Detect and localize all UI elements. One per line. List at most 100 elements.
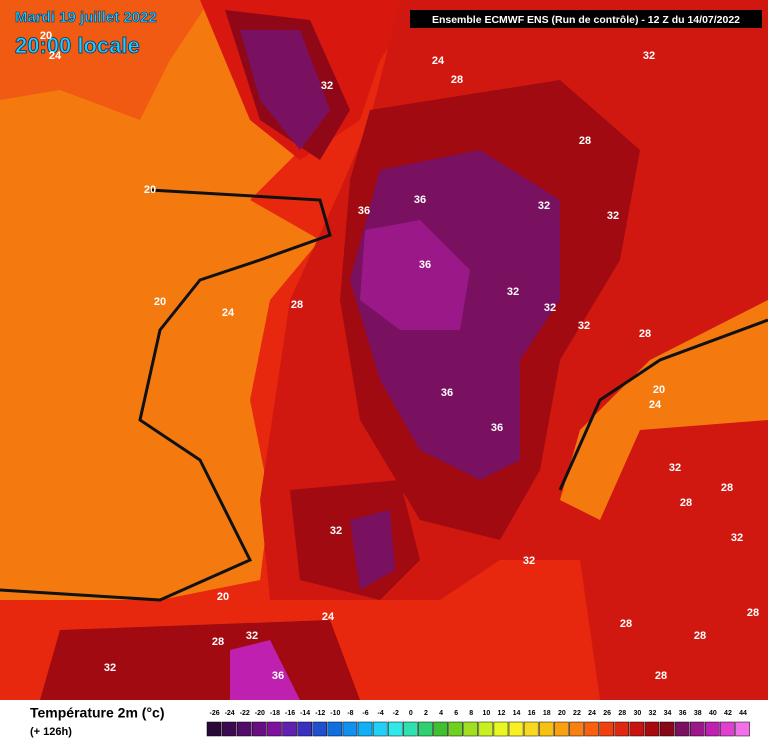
colorbar-tick: 42: [724, 710, 732, 717]
color-swatch: [403, 721, 418, 737]
color-swatch: [554, 721, 569, 737]
color-swatch: [327, 721, 343, 737]
color-swatch: [538, 721, 554, 737]
legend-subtitle: (+ 126h): [30, 726, 72, 738]
color-swatch: [705, 721, 720, 737]
color-swatch: [569, 721, 584, 737]
contour-label: 36: [272, 670, 284, 682]
colorbar-tick: 16: [528, 710, 536, 717]
colorbar-tick: 30: [633, 710, 641, 717]
contour-label: 20: [144, 184, 156, 196]
region: [350, 510, 395, 590]
contour-label: 28: [639, 328, 651, 340]
contour-label: 28: [747, 607, 759, 619]
model-banner: [410, 10, 762, 28]
color-swatch: [523, 721, 539, 737]
contour-label: 36: [419, 259, 431, 271]
contour-label: 36: [414, 194, 426, 206]
contour-label: 32: [507, 286, 519, 298]
colorbar-tick: 22: [573, 710, 581, 717]
color-swatch: [720, 721, 735, 737]
contour-label: 24: [49, 50, 62, 62]
contour-label: 32: [104, 662, 116, 674]
coastline: [0, 188, 332, 602]
color-swatch: [599, 721, 614, 737]
contour-label: 32: [669, 462, 681, 474]
colorbar-tick: -26: [209, 710, 219, 717]
contour-label: 32: [538, 200, 550, 212]
model-info: Ensemble ECMWF ENS (Run de contrôle) - 1…: [432, 14, 740, 26]
color-swatch: [297, 721, 312, 737]
color-swatch: [689, 721, 705, 737]
contour-label: 20: [40, 30, 52, 42]
region: [360, 220, 470, 330]
color-swatch: [433, 721, 448, 737]
colorbar-tick: 38: [694, 710, 702, 717]
color-swatch: [508, 721, 524, 737]
region: [240, 30, 330, 150]
contour-label: 20: [653, 384, 665, 396]
colorbar-tick: 40: [709, 710, 717, 717]
contour-label: 24: [432, 55, 445, 67]
region: [230, 640, 300, 700]
colorbar-tick: 26: [603, 710, 611, 717]
colorbar-tick: -8: [347, 710, 353, 717]
contour-label: 32: [643, 50, 655, 62]
region: [40, 620, 360, 700]
contour-label: 24: [649, 399, 662, 411]
colorbar-tick: 34: [664, 710, 672, 717]
contour-label: 32: [607, 210, 619, 222]
contour-label: 20: [217, 591, 229, 603]
color-swatch: [614, 721, 630, 737]
colorbar-tick: 10: [482, 710, 490, 717]
colorbar-tick: 28: [618, 710, 626, 717]
colorbar-tick: 44: [739, 710, 747, 717]
color-swatch: [659, 721, 675, 737]
contour-label: 32: [578, 320, 590, 332]
color-swatch: [584, 721, 599, 737]
color-swatch: [221, 721, 237, 737]
colorbar-tick: 18: [543, 710, 551, 717]
color-swatch: [372, 721, 388, 737]
contour-label: 32: [544, 302, 556, 314]
contour-label: 28: [680, 497, 692, 509]
colorbar-tick: -18: [270, 710, 280, 717]
contour-label: 36: [441, 387, 453, 399]
colorbar-tick: 32: [649, 710, 657, 717]
colorbar-tick: -20: [255, 710, 265, 717]
contour-label: 28: [291, 299, 303, 311]
colorbar-tick: -2: [393, 710, 399, 717]
color-swatch: [282, 721, 297, 737]
color-swatch: [206, 721, 222, 737]
contour-label: 32: [523, 555, 535, 567]
color-swatch: [735, 721, 750, 737]
contour-label: 24: [222, 307, 235, 319]
color-swatch: [644, 721, 660, 737]
contour-label: 20: [154, 296, 166, 308]
colorbar-tick: -22: [240, 710, 250, 717]
color-swatch: [418, 721, 433, 737]
colorbar-tick: 12: [498, 710, 506, 717]
isotherm: [558, 318, 768, 491]
color-swatch: [387, 721, 403, 737]
color-swatch: [448, 721, 463, 737]
color-swatch: [236, 721, 252, 737]
ocean-warm: [0, 0, 380, 600]
colorbar-tick: -14: [300, 710, 310, 717]
contour-label: 28: [721, 482, 733, 494]
contour-label: 28: [579, 135, 591, 147]
color-swatch: [478, 721, 494, 737]
colorbar-tick: 2: [424, 710, 428, 717]
colorbar-tick: -16: [285, 710, 295, 717]
color-swatch: [342, 721, 358, 737]
contour-label: 28: [212, 636, 224, 648]
contour-label: 32: [330, 525, 342, 537]
colorbar-tick: 0: [409, 710, 413, 717]
color-swatch: [267, 721, 282, 737]
contour-label: 36: [358, 205, 370, 217]
date: Mardi 19 juillet 2022: [15, 9, 157, 26]
colorbar-tick: 24: [588, 710, 596, 717]
color-swatch: [357, 721, 373, 737]
contour-label: 28: [655, 670, 667, 682]
